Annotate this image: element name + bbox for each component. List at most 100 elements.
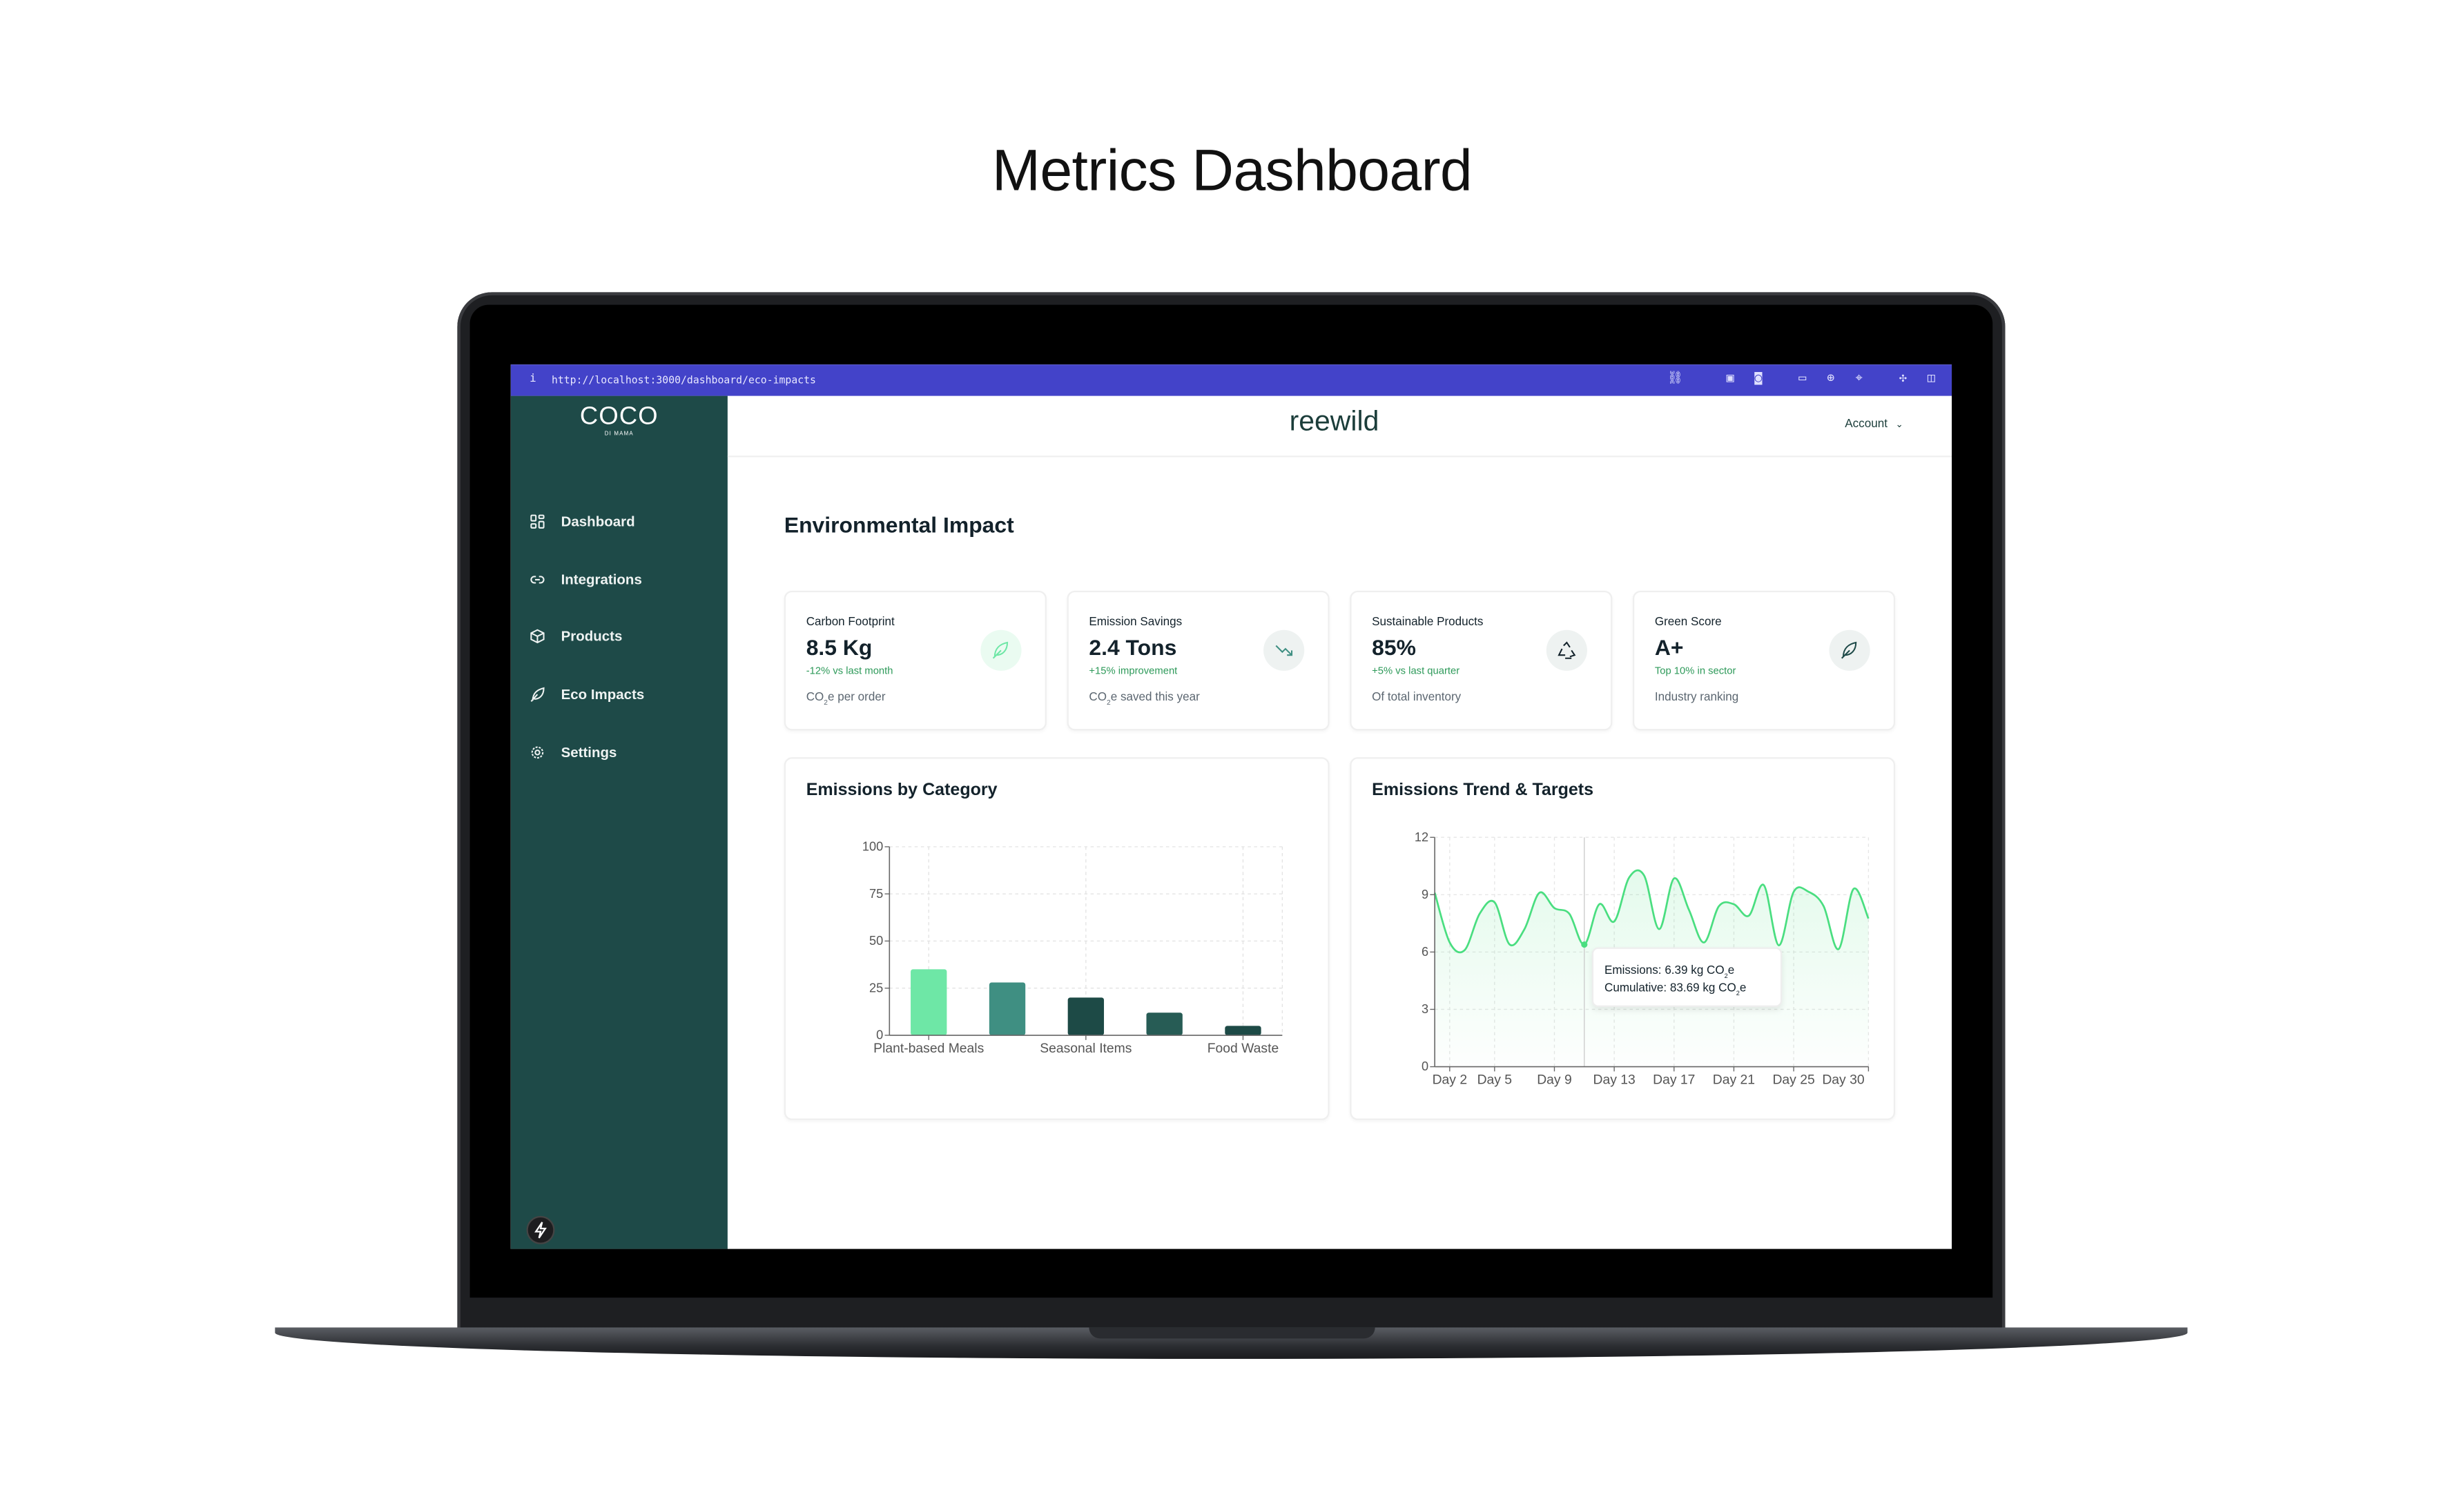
leaf-icon bbox=[1841, 641, 1857, 659]
account-label: Account bbox=[1845, 416, 1888, 431]
bar bbox=[1067, 997, 1105, 1036]
chevron-down-icon: ⌄ bbox=[1895, 421, 1904, 431]
lightning-icon bbox=[534, 1222, 547, 1239]
kpi-value: 85% bbox=[1372, 634, 1416, 661]
kpi-subtext: CO2e per order bbox=[806, 689, 886, 707]
kpi-card: Sustainable Products 85% +5% vs last qua… bbox=[1350, 590, 1613, 731]
kpi-subtext: CO2e saved this year bbox=[1089, 689, 1200, 707]
y-tick-label: 0 bbox=[1422, 1059, 1428, 1073]
link-icon[interactable]: ⛓ bbox=[1667, 371, 1684, 385]
x-tick-label: Day 17 bbox=[1653, 1073, 1695, 1088]
logo[interactable]: COCO DI MAMA bbox=[511, 403, 728, 438]
app-window: i http://localhost:3000/dashboard/eco-im… bbox=[510, 364, 1952, 1249]
x-tick-label: Day 9 bbox=[1537, 1073, 1572, 1088]
sidebar-item-integrations[interactable]: Integrations bbox=[530, 569, 642, 591]
kpi-change: +15% improvement bbox=[1089, 666, 1178, 678]
kpi-card: Carbon Footprint 8.5 Kg -12% vs last mon… bbox=[784, 590, 1047, 731]
info-icon[interactable]: i bbox=[530, 372, 536, 385]
kpi-label: Sustainable Products bbox=[1372, 614, 1484, 629]
bar bbox=[1225, 1026, 1261, 1036]
tooltip-cumulative: Cumulative: 83.69 kg CO2e bbox=[1604, 980, 1747, 997]
kpi-card: Emission Savings 2.4 Tons +15% improveme… bbox=[1067, 590, 1330, 731]
leaf-icon bbox=[530, 687, 545, 703]
kpi-subtext: Of total inventory bbox=[1372, 689, 1462, 704]
x-tick-label: Seasonal Items bbox=[1040, 1041, 1132, 1056]
sidebar-item-dashboard[interactable]: Dashboard bbox=[530, 511, 635, 533]
kpi-icon-badge bbox=[1829, 629, 1870, 671]
kpi-label: Carbon Footprint bbox=[806, 614, 895, 629]
page-title: Metrics Dashboard bbox=[991, 138, 1473, 203]
x-tick-label: Day 30 bbox=[1822, 1073, 1864, 1088]
sidebar: COCO DI MAMA Dashboard Integrations Prod… bbox=[510, 395, 728, 1249]
sidebar-item-label: Integrations bbox=[561, 571, 642, 588]
download-icon[interactable]: ▣ bbox=[1726, 371, 1734, 385]
kpi-subtext: Industry ranking bbox=[1654, 689, 1739, 704]
y-tick-label: 12 bbox=[1415, 830, 1428, 844]
brand-name: reewild bbox=[1289, 405, 1379, 437]
sidebar-panel-icon[interactable]: ◫ bbox=[1927, 371, 1935, 385]
kpi-change: +5% vs last quarter bbox=[1372, 666, 1460, 678]
y-tick-label: 100 bbox=[862, 840, 883, 854]
laptop-notch bbox=[1089, 1327, 1375, 1339]
emissions-by-category-card: Emissions by Category 0 25 50 75 100 Plant-ba… bbox=[784, 757, 1330, 1120]
kpi-label: Green Score bbox=[1654, 614, 1722, 629]
kpi-value: 8.5 Kg bbox=[806, 634, 873, 661]
logo-text: COCO bbox=[579, 403, 659, 431]
sidebar-item-label: Eco Impacts bbox=[561, 686, 645, 703]
emissions-trend-card: Emissions Trend & Targets 0 3 6 9 12 Day 2 Day… bbox=[1350, 757, 1896, 1120]
series-line bbox=[1433, 869, 1870, 954]
x-tick-label: Day 21 bbox=[1713, 1073, 1755, 1088]
kpi-icon-badge bbox=[980, 629, 1022, 671]
url-field[interactable]: http://localhost:3000/dashboard/eco-impa… bbox=[551, 373, 816, 387]
y-tick-label: 25 bbox=[869, 981, 883, 995]
x-tick-label: Day 2 bbox=[1433, 1073, 1468, 1088]
bar bbox=[911, 969, 947, 1036]
recycle-icon bbox=[1558, 641, 1576, 659]
top-header: reewild Account ⌄ bbox=[727, 396, 1952, 458]
chart-title: Emissions by Category bbox=[806, 781, 998, 800]
grid-icon bbox=[530, 514, 545, 529]
x-tick-label: Day 25 bbox=[1772, 1073, 1814, 1088]
data-point bbox=[1581, 941, 1588, 948]
crosshair-icon[interactable]: ⌖ bbox=[1855, 371, 1863, 385]
link-icon bbox=[530, 576, 545, 584]
kpi-value: 2.4 Tons bbox=[1089, 634, 1177, 661]
bar-chart: 0 25 50 75 100 Plant-based Meals Seasonal Item… bbox=[862, 840, 1283, 1056]
extension-icon[interactable]: ✣ bbox=[1899, 371, 1907, 385]
kpi-label: Emission Savings bbox=[1089, 614, 1183, 629]
terminal-icon[interactable]: ▭ bbox=[1798, 371, 1807, 385]
chart-tooltip: Emissions: 6.39 kg CO2e Cumulative: 83.6… bbox=[1591, 947, 1783, 1008]
sidebar-item-products[interactable]: Products bbox=[530, 625, 622, 647]
y-tick-label: 0 bbox=[876, 1028, 883, 1042]
kpi-change: -12% vs last month bbox=[806, 666, 893, 678]
sidebar-item-settings[interactable]: Settings bbox=[530, 741, 617, 763]
bar bbox=[1146, 1012, 1183, 1036]
dev-tools-button[interactable] bbox=[526, 1215, 555, 1244]
globe-icon[interactable]: ⊕ bbox=[1827, 371, 1835, 385]
sidebar-item-label: Dashboard bbox=[561, 513, 635, 530]
x-tick-label: Day 13 bbox=[1593, 1073, 1636, 1088]
line-chart: 0 3 6 9 12 Day 2 Day 5 Day 9 Day 13 Day 17 Day 21 D… bbox=[1415, 830, 1870, 1088]
y-tick-label: 9 bbox=[1422, 888, 1428, 901]
tooltip-emissions: Emissions: 6.39 kg CO2e bbox=[1604, 963, 1735, 980]
x-tick-label: Plant-based Meals bbox=[873, 1041, 984, 1056]
kpi-value: A+ bbox=[1654, 634, 1684, 661]
y-tick-label: 3 bbox=[1422, 1002, 1428, 1016]
kpi-card: Green Score A+ Top 10% in sector Industr… bbox=[1632, 590, 1896, 731]
browser-bar: i http://localhost:3000/dashboard/eco-im… bbox=[510, 364, 1952, 396]
y-tick-label: 6 bbox=[1422, 945, 1428, 959]
sidebar-item-eco-impacts[interactable]: Eco Impacts bbox=[530, 683, 644, 705]
trending-down-icon bbox=[1275, 645, 1293, 656]
gear-icon bbox=[531, 746, 544, 759]
x-tick-label: Day 5 bbox=[1477, 1073, 1513, 1088]
y-tick-label: 75 bbox=[869, 887, 883, 901]
y-tick-label: 50 bbox=[869, 934, 883, 948]
x-tick-label: Food Waste bbox=[1207, 1041, 1279, 1056]
kpi-icon-badge bbox=[1546, 629, 1587, 671]
camera-icon[interactable]: ◙ bbox=[1754, 371, 1763, 385]
sidebar-item-label: Products bbox=[561, 628, 623, 645]
logo-subtext: DI MAMA bbox=[604, 430, 634, 437]
box-icon bbox=[530, 629, 545, 644]
account-menu[interactable]: Account ⌄ bbox=[1845, 416, 1903, 430]
